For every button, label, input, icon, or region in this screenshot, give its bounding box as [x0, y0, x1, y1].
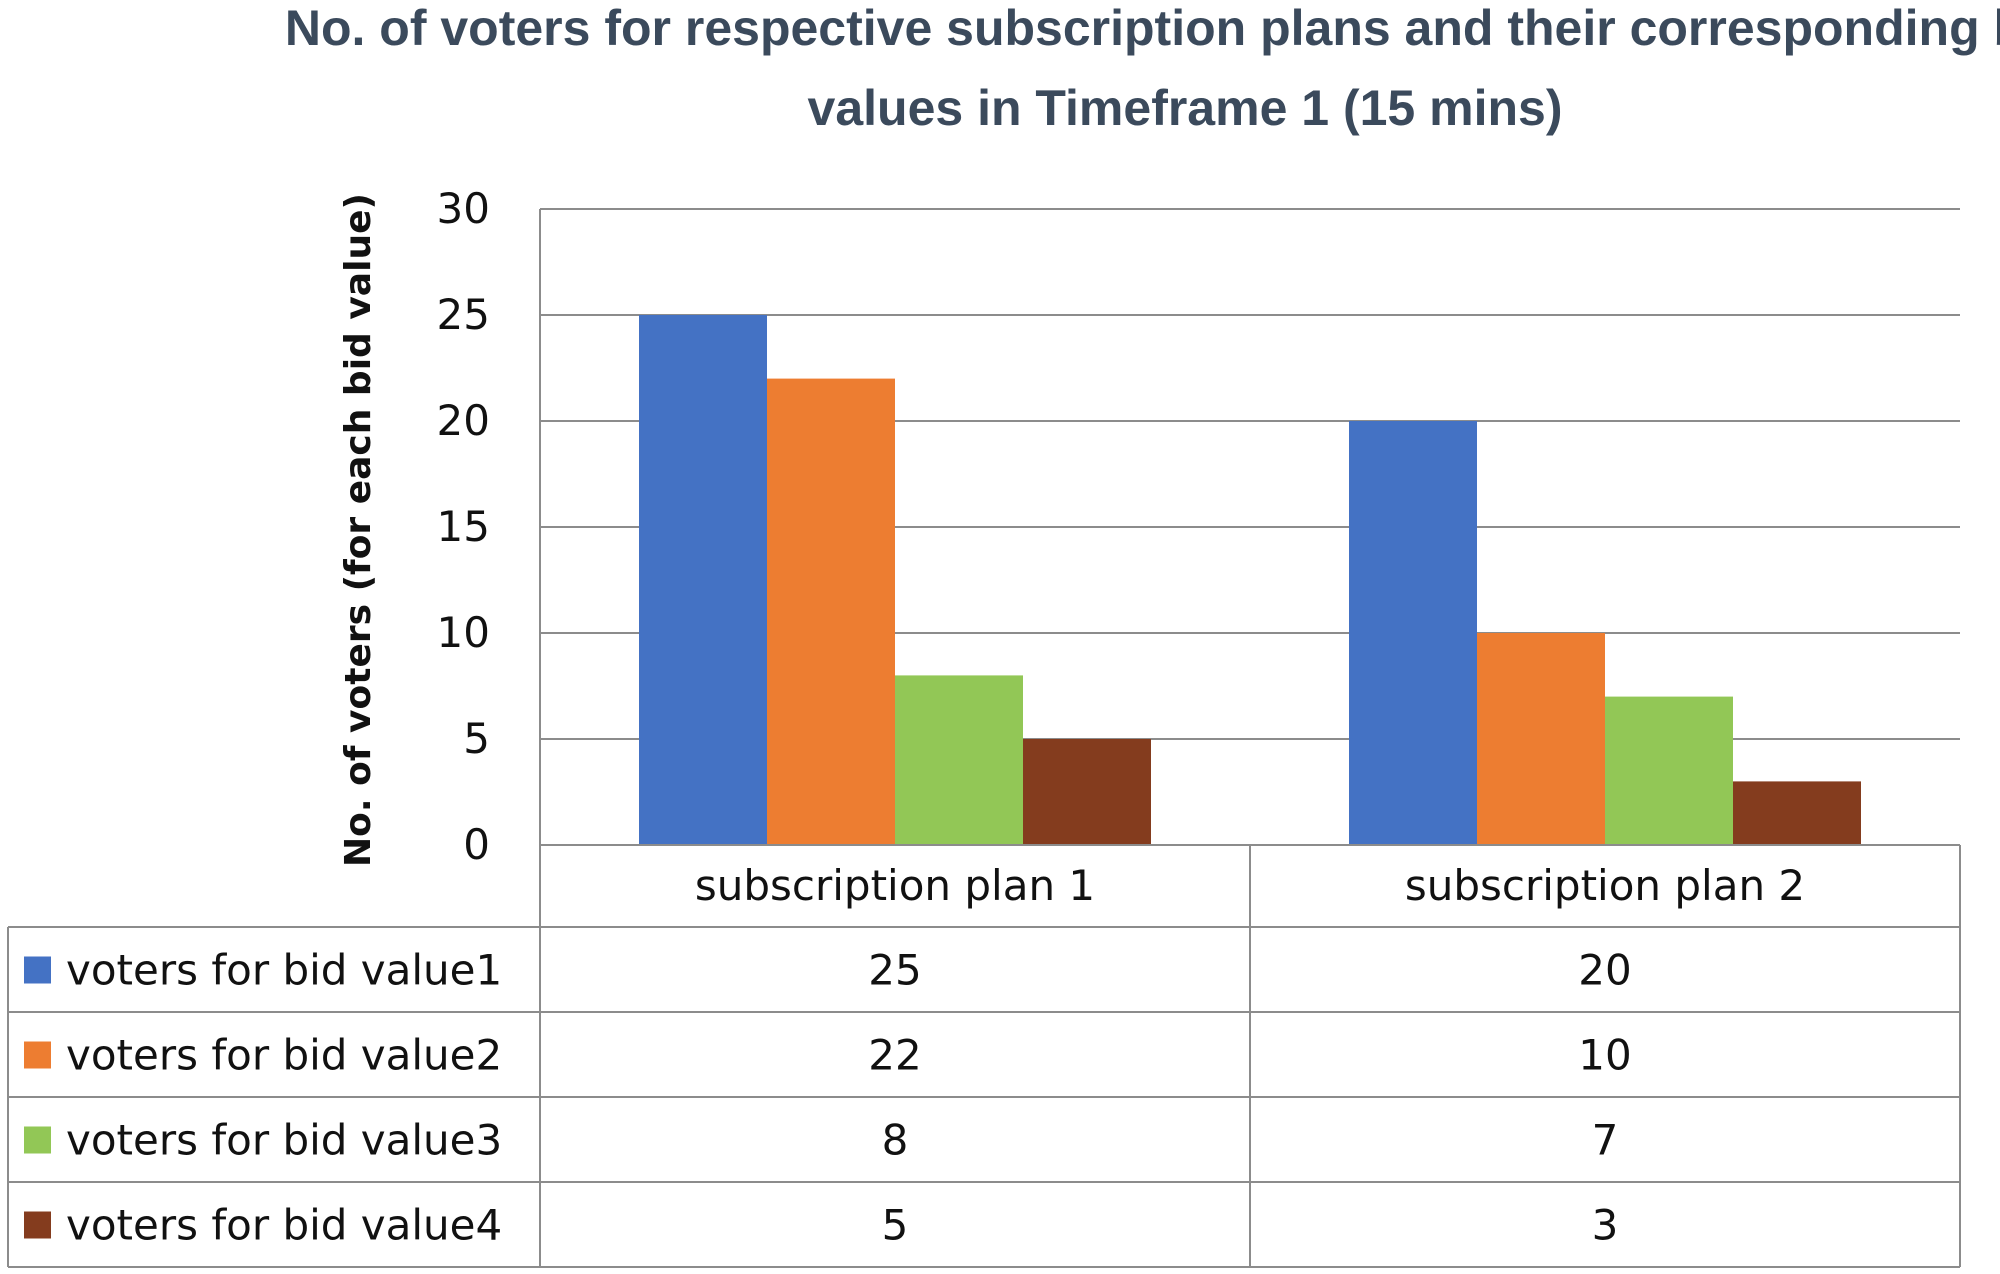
y-tick-label: 25	[437, 290, 490, 339]
bar	[639, 315, 767, 845]
bar	[1023, 739, 1151, 845]
y-tick-label: 5	[463, 714, 490, 763]
legend-label: voters for bid value4	[66, 1201, 502, 1250]
bar	[1349, 421, 1477, 845]
data-label: 8	[882, 1116, 909, 1165]
chart-title-line2: values in Timeframe 1 (15 mins)	[808, 80, 1563, 136]
bar	[767, 378, 895, 845]
legend-label: voters for bid value3	[66, 1116, 502, 1165]
y-tick-label: 10	[437, 608, 490, 657]
data-label: 3	[1592, 1201, 1619, 1250]
y-tick-label: 0	[463, 820, 490, 869]
legend-label: voters for bid value1	[66, 946, 502, 995]
legend-swatch	[24, 1041, 51, 1069]
y-tick-label: 15	[437, 502, 490, 551]
category-label: subscription plan 1	[695, 861, 1095, 910]
y-tick-labels: 0 5 10 15 20 25 30	[437, 184, 490, 869]
bar	[1605, 696, 1733, 845]
legend-swatch	[24, 1126, 51, 1154]
bar	[1733, 781, 1861, 845]
data-label: 7	[1592, 1116, 1619, 1165]
data-label: 5	[882, 1201, 909, 1250]
chart-title-line1: No. of voters for respective subscriptio…	[285, 0, 2000, 56]
data-table: subscription plan 1 subscription plan 2 vo…	[7, 844, 1961, 1268]
category-label: subscription plan 2	[1405, 861, 1805, 910]
data-label: 10	[1578, 1031, 1631, 1080]
data-label: 25	[868, 946, 921, 995]
legend-swatch	[24, 956, 51, 984]
bar	[895, 675, 1023, 845]
y-tick-label: 30	[437, 184, 490, 233]
legend-label: voters for bid value2	[66, 1031, 502, 1080]
data-label: 22	[868, 1031, 921, 1080]
data-label: 20	[1578, 946, 1631, 995]
y-tick-label: 20	[437, 396, 490, 445]
bar	[1477, 633, 1605, 845]
bars	[639, 315, 1861, 845]
y-axis-label: No. of voters (for each bid value)	[338, 193, 379, 867]
legend-swatch	[24, 1211, 51, 1239]
